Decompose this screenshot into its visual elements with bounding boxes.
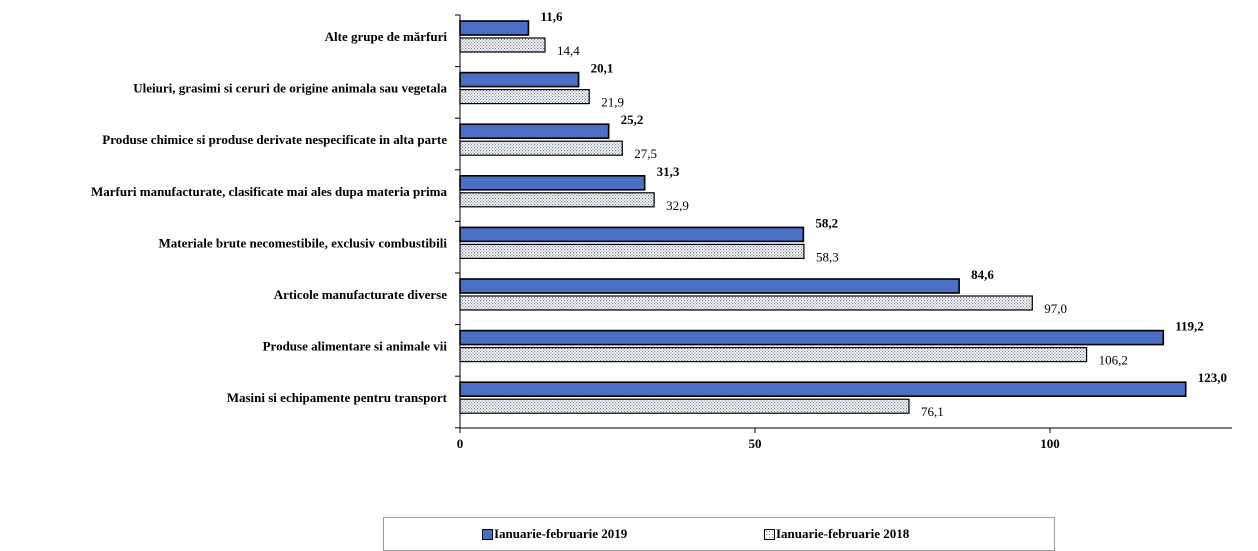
data-label-2018: 21,9 bbox=[601, 95, 624, 110]
bar-2019 bbox=[459, 20, 530, 36]
bar-2018 bbox=[459, 192, 655, 208]
bar-2018 bbox=[459, 347, 1088, 363]
bar-chart: Alte grupe de mărfuri 11,6 14,4 Uleiuri, gr… bbox=[91, 9, 1232, 451]
bar-2018 bbox=[459, 295, 1033, 311]
bar-2019 bbox=[459, 175, 646, 191]
bar-2019 bbox=[459, 226, 805, 243]
category-label: Marfuri manufacturate, clasificate mai a… bbox=[91, 184, 447, 199]
data-label-2018: 14,4 bbox=[557, 43, 580, 58]
legend-swatch-2018 bbox=[764, 528, 775, 540]
data-label-2019: 20,1 bbox=[591, 61, 614, 76]
bar-2018 bbox=[459, 37, 546, 53]
legend-item-2019: Ianuarie-februarie 2019 bbox=[482, 526, 627, 542]
data-label-2018: 76,1 bbox=[921, 404, 944, 419]
data-label-2018: 32,9 bbox=[666, 198, 689, 213]
data-label-2019: 11,6 bbox=[540, 9, 563, 24]
category-label: Masini si echipamente pentru transport bbox=[227, 390, 448, 405]
data-label-2018: 58,3 bbox=[816, 249, 839, 264]
chart-marks: Alte grupe de mărfuri 11,6 14,4 Uleiuri, gr… bbox=[91, 9, 1232, 451]
bar-2018 bbox=[459, 398, 910, 414]
category-label: Articole manufacturate diverse bbox=[274, 287, 448, 302]
legend-label-2018: Ianuarie-februarie 2018 bbox=[776, 526, 910, 541]
category-label: Produse chimice si produse derivate nesp… bbox=[102, 132, 447, 147]
data-label-2019: 25,2 bbox=[621, 112, 644, 127]
data-label-2019: 84,6 bbox=[971, 267, 994, 282]
bar-2019 bbox=[459, 381, 1187, 398]
legend-swatch-2019 bbox=[482, 528, 493, 540]
data-label-2019: 119,2 bbox=[1175, 319, 1204, 334]
bar-2018 bbox=[459, 140, 623, 156]
category-label: Uleiuri, grasimi si ceruri de origine an… bbox=[133, 81, 447, 96]
data-label-2019: 123,0 bbox=[1198, 370, 1227, 385]
data-label-2019: 31,3 bbox=[657, 164, 680, 179]
x-tick-label: 100 bbox=[1040, 436, 1060, 451]
bar-2018 bbox=[459, 88, 590, 105]
legend-label-2019: Ianuarie-februarie 2019 bbox=[494, 526, 628, 541]
data-label-2018: 97,0 bbox=[1044, 301, 1067, 316]
category-label: Produse alimentare si animale vii bbox=[263, 339, 448, 354]
data-label-2019: 58,2 bbox=[815, 215, 838, 230]
legend: Ianuarie-februarie 2019 Ianuarie-februar… bbox=[383, 517, 1055, 551]
data-label-2018: 106,2 bbox=[1099, 353, 1128, 368]
legend-item-2018: Ianuarie-februarie 2018 bbox=[764, 526, 909, 542]
category-label: Materiale brute necomestibile, exclusiv … bbox=[159, 235, 448, 250]
bar-2019 bbox=[459, 329, 1165, 346]
bar-2019 bbox=[459, 123, 610, 139]
data-label-2018: 27,5 bbox=[634, 146, 657, 161]
bar-2019 bbox=[459, 278, 960, 294]
bar-2018 bbox=[459, 243, 805, 259]
x-tick-label: 50 bbox=[749, 436, 762, 451]
category-label: Alte grupe de mărfuri bbox=[325, 29, 448, 44]
x-tick-label: 0 bbox=[457, 436, 464, 451]
bar-2019 bbox=[459, 71, 580, 88]
